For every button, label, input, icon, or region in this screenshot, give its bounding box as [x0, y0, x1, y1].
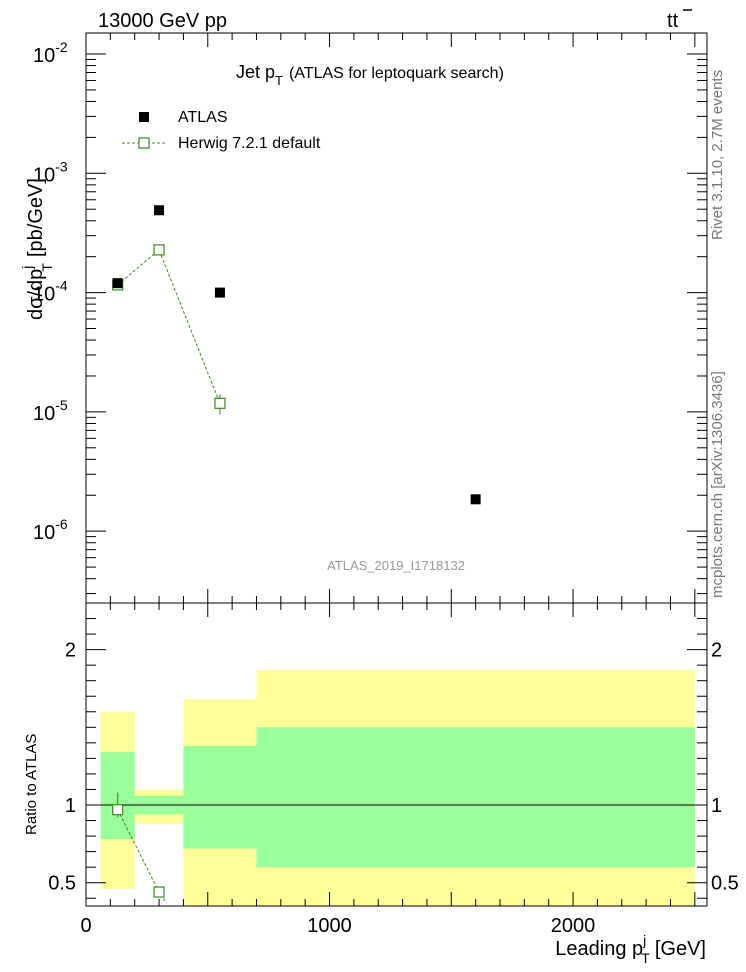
ratio-bands — [100, 669, 695, 906]
ratio-ytick-label-left-1: 1 — [65, 795, 76, 817]
herwig-point — [214, 397, 226, 409]
main-ytick-label-3: 10-5 — [33, 397, 68, 425]
ratio-ytick-label-left-2: 2 — [65, 640, 76, 662]
xtick-label-2: 2000 — [551, 915, 596, 937]
atlas-point — [470, 494, 481, 505]
main-ytick-label-0: 10-2 — [33, 39, 68, 67]
herwig-point — [153, 244, 165, 256]
ratio-ytick-label-right-1: 1 — [711, 795, 722, 817]
ratio-herwig-point — [153, 886, 165, 898]
main-ylabel: dσ/dpj T[pb/GeV] — [19, 178, 55, 320]
ratio-ytick-label-left-0: 0.5 — [48, 873, 76, 895]
xtick-label-1: 1000 — [307, 915, 352, 937]
main-data — [112, 205, 481, 505]
main-ytick-label-2: 10-4 — [33, 278, 68, 306]
ratio-ytick-label-right-2: 2 — [711, 640, 722, 662]
main-title: Jet pT (ATLAS for leptoquark search) — [236, 62, 504, 88]
legend-herwig-marker — [138, 137, 150, 149]
legend: ATLAS Herwig 7.2.1 default — [122, 109, 321, 152]
tbar: t — [673, 10, 679, 32]
header-right: tt — [667, 10, 679, 32]
ratio-data — [112, 792, 167, 904]
ratio-ylabel: Ratio to ATLAS — [23, 734, 40, 835]
mcplots-label: mcplots.cern.ch [arXiv:1306.3436] — [709, 371, 726, 598]
main-axis-ticks: 10-2 10-3 10-4 10-5 10-6 — [33, 33, 707, 603]
legend-herwig-label: Herwig 7.2.1 default — [178, 135, 321, 152]
main-ytick-label-1: 10-3 — [33, 158, 68, 186]
band-green-2 — [183, 745, 257, 849]
ratio-ytick-label-right-0: 0.5 — [711, 873, 739, 895]
ratio-axis-ticks: 0.5 0.5 1 1 2 2 0 1000 2000 — [48, 603, 739, 937]
band-green-3 — [256, 727, 695, 868]
atlas-point — [214, 287, 225, 298]
legend-atlas-marker — [139, 112, 149, 122]
atlas-point — [154, 205, 165, 216]
main-ytick-label-4: 10-6 — [33, 516, 68, 544]
header-left: 13000 GeV pp — [98, 10, 227, 32]
ratio-herwig-point — [112, 804, 124, 816]
herwig-line — [117, 249, 221, 404]
legend-atlas-label: ATLAS — [178, 109, 228, 126]
ratio-frame — [85, 602, 708, 907]
xtick-label-0: 0 — [80, 915, 91, 937]
xlabel: Leading pj T [GeV] — [555, 932, 706, 966]
analysis-watermark: ATLAS_2019_I1718132 — [327, 558, 465, 573]
atlas-point — [112, 278, 123, 289]
rivet-label: Rivet 3.1.10, 2.7M events — [709, 70, 726, 240]
